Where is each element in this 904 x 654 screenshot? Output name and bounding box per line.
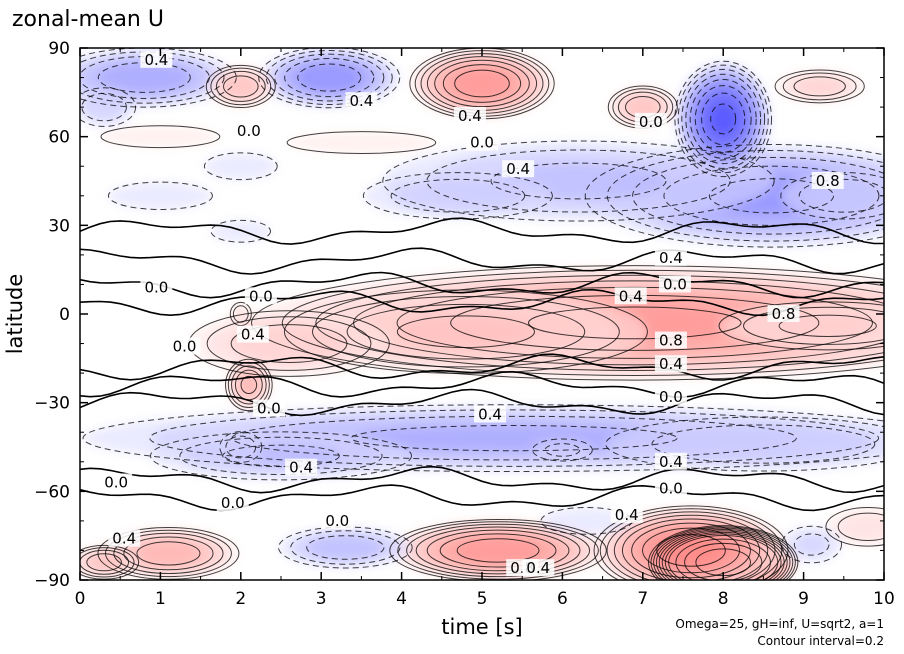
contour-label: 0.0 [466, 133, 498, 152]
x-tick-label: 1 [155, 589, 166, 609]
contour-label: 0.4 [614, 287, 647, 305]
y-tick-label: 0 [59, 305, 70, 325]
svg-text:0.4: 0.4 [144, 51, 168, 69]
x-axis-label: time [s] [441, 615, 522, 639]
contour-label: 0.0 [634, 112, 667, 131]
svg-text:0.4: 0.4 [349, 92, 373, 110]
y-tick-label: 90 [48, 39, 70, 59]
contour-label: 0.0 [252, 399, 285, 418]
contour-field [80, 48, 884, 580]
x-tick-label: 3 [316, 589, 327, 609]
contour-label: 0.4 [108, 529, 141, 548]
contour-lines [80, 48, 884, 580]
svg-text:0.8: 0.8 [659, 332, 683, 350]
svg-text:0.8: 0.8 [772, 305, 796, 323]
svg-text:0.0: 0.0 [639, 113, 663, 131]
contour-label: 0.0 [654, 387, 687, 406]
svg-text:0.0: 0.0 [470, 134, 494, 152]
x-tick-label: 7 [637, 589, 648, 609]
svg-text:0.0: 0.0 [237, 122, 261, 140]
contour-label: 0.4 [654, 355, 687, 373]
contour-label: 0.4 [654, 452, 687, 471]
y-axis: −90 −60 −30 0 30 60 90 [34, 39, 884, 591]
x-tick-label: 10 [873, 589, 895, 609]
contour-label: 0.4 [453, 106, 486, 125]
svg-text:0.0: 0.0 [257, 400, 281, 418]
svg-text:0.4: 0.4 [659, 249, 683, 267]
x-tick-label: 4 [396, 589, 407, 609]
contour-label: 0.4 [474, 405, 507, 423]
contour-label: 0.4 [345, 92, 378, 110]
contour-label: 0.0 [100, 473, 133, 491]
contour-label: 0.0 [232, 121, 265, 140]
contour-label: 0.8 [811, 172, 844, 190]
contour-label: 0.4 [140, 51, 173, 69]
contour-label: 0.0 [658, 275, 691, 293]
contour-label: 0.4 [285, 458, 318, 477]
svg-text:0.4: 0.4 [112, 530, 136, 548]
svg-text:0.0: 0.0 [104, 473, 128, 491]
contour-label: 0.4 [236, 325, 269, 344]
y-tick-label: −30 [34, 394, 70, 414]
x-axis: 0 1 2 3 4 5 6 7 8 9 10 [75, 48, 895, 609]
x-tick-label: 5 [477, 589, 488, 609]
svg-text:0.0: 0.0 [173, 338, 197, 356]
contour-label: 0.0 [321, 511, 354, 530]
svg-text:0.0: 0.0 [659, 388, 683, 406]
contour-label: 0.4 [654, 248, 687, 267]
y-tick-label: −90 [34, 571, 70, 591]
svg-text:0.4: 0.4 [478, 405, 502, 423]
svg-text:0.0: 0.0 [325, 512, 349, 530]
svg-text:0.4: 0.4 [506, 160, 530, 178]
svg-text:0.4: 0.4 [289, 459, 313, 477]
x-tick-label: 0 [75, 589, 86, 609]
contour-label: 0.8 [767, 305, 800, 323]
parameter-note: Omega=25, gH=inf, U=sqrt2, a=1 [675, 617, 884, 631]
svg-text:0.4: 0.4 [619, 287, 643, 305]
contour-label: 0.0 [244, 287, 277, 305]
contour-label: 0.8 [654, 331, 687, 350]
contour-labels: 0.4 0.4 0.4 0.0 0.0 0.0 0.4 0.8 0.4 0.0 0.0 0.0 0.4 0… [100, 51, 844, 577]
contour-label: 0.0 [140, 278, 173, 296]
svg-text:0.0: 0.0 [659, 479, 683, 497]
svg-text:0.4: 0.4 [458, 107, 482, 125]
svg-text:0.8: 0.8 [816, 172, 840, 190]
x-tick-label: 6 [557, 589, 568, 609]
contour-label: 0.0 [216, 494, 249, 512]
contour-label: 0.0 [654, 479, 687, 497]
y-tick-label: 60 [48, 128, 70, 148]
svg-text:0.0: 0.0 [663, 275, 687, 293]
svg-text:0.4: 0.4 [526, 559, 550, 577]
y-axis-label: latitude [3, 274, 27, 355]
contour-label: 0.4 [522, 559, 555, 577]
chart-title: zonal-mean U [12, 7, 164, 32]
x-tick-label: 8 [718, 589, 729, 609]
y-tick-label: −60 [34, 482, 70, 502]
svg-text:0.4: 0.4 [659, 355, 683, 373]
contour-label: 0.4 [610, 505, 643, 524]
contour-label: 0.4 [502, 160, 535, 178]
svg-text:0.0: 0.0 [221, 494, 245, 512]
y-tick-label: 30 [48, 216, 70, 236]
x-tick-label: 9 [798, 589, 809, 609]
svg-text:0.4: 0.4 [241, 326, 265, 344]
svg-text:0.0: 0.0 [144, 278, 168, 296]
svg-text:0.0: 0.0 [249, 287, 273, 305]
contour-label: 0.0 [168, 337, 201, 356]
x-tick-label: 2 [235, 589, 246, 609]
svg-text:0.4: 0.4 [659, 453, 683, 471]
contour-interval-note: Contour interval=0.2 [757, 634, 884, 648]
svg-text:0.4: 0.4 [615, 506, 639, 524]
